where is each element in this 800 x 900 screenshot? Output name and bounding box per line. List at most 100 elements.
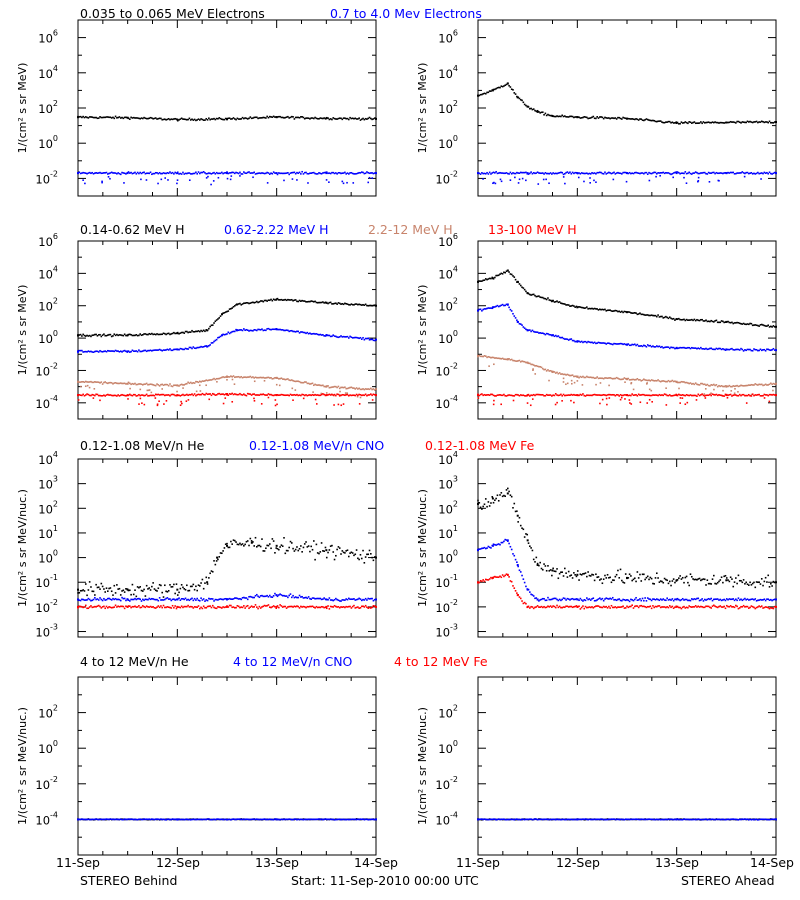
- data-point: [753, 172, 755, 175]
- data-point: [224, 393, 227, 395]
- data-point: [235, 597, 237, 599]
- data-point: [318, 552, 320, 555]
- data-point: [508, 542, 510, 545]
- data-point: [656, 605, 658, 608]
- data-point: [579, 375, 582, 378]
- data-point: [184, 605, 187, 608]
- data-point: [284, 552, 287, 555]
- data-point: [675, 347, 678, 350]
- data-point: [666, 346, 668, 348]
- data-point: [174, 592, 176, 595]
- data-point: [95, 583, 97, 586]
- data-point: [288, 605, 290, 608]
- data-point: [575, 171, 578, 174]
- data-point: [496, 543, 499, 546]
- data-point: [350, 551, 353, 554]
- data-point: [767, 598, 770, 601]
- data-point: [505, 539, 508, 541]
- data-point: [198, 330, 201, 333]
- data-point: [529, 404, 532, 407]
- data-point: [588, 172, 591, 175]
- data-point: [617, 343, 619, 345]
- data-point: [147, 117, 149, 120]
- data-point: [187, 394, 189, 397]
- data-point: [487, 579, 490, 581]
- data-point: [775, 325, 777, 328]
- y-tick-label: 100: [38, 739, 58, 756]
- x-axis-ticks: [477, 241, 777, 419]
- data-point: [620, 396, 623, 399]
- data-point: [720, 172, 723, 174]
- data-point: [250, 376, 253, 379]
- data-point: [521, 286, 523, 289]
- data-point: [770, 607, 772, 609]
- data-point: [320, 384, 323, 387]
- data-point: [608, 397, 611, 399]
- data-point: [309, 172, 311, 175]
- data-point: [248, 596, 250, 598]
- data-point: [116, 117, 118, 119]
- data-point: [101, 383, 104, 385]
- data-point: [175, 607, 178, 610]
- data-point: [82, 589, 84, 591]
- data-point: [740, 172, 742, 174]
- data-point: [202, 587, 205, 590]
- data-point: [758, 383, 760, 386]
- y-axis-label: 1/(cm² s sr MeV): [416, 285, 429, 376]
- data-point: [672, 122, 675, 124]
- data-point: [154, 393, 157, 396]
- data-point: [767, 348, 770, 351]
- data-point: [626, 172, 628, 174]
- data-point: [605, 173, 608, 175]
- data-point: [668, 316, 671, 319]
- data-point: [683, 381, 685, 383]
- data-point: [228, 332, 231, 335]
- data-point: [169, 383, 171, 385]
- data-point: [319, 301, 322, 304]
- data-point: [336, 548, 338, 551]
- data-point: [737, 385, 740, 388]
- data-point: [732, 585, 735, 588]
- y-tick-label: 100: [38, 549, 58, 566]
- data-point: [169, 171, 171, 173]
- data-point: [288, 117, 290, 119]
- data-point: [176, 384, 179, 387]
- data-point: [342, 117, 345, 119]
- data-point: [656, 345, 658, 347]
- data-point: [126, 394, 129, 397]
- data-point: [259, 376, 262, 379]
- data-point: [171, 598, 174, 601]
- data-point: [355, 172, 358, 175]
- data-point: [722, 599, 724, 601]
- data-point: [698, 319, 701, 322]
- data-point: [766, 121, 768, 123]
- data-point: [252, 606, 254, 608]
- data-point: [296, 380, 298, 382]
- data-point: [327, 385, 329, 387]
- data-point: [617, 598, 619, 601]
- data-point: [202, 119, 205, 121]
- data-point: [661, 380, 663, 382]
- data-point: [279, 299, 281, 301]
- data-point: [113, 172, 116, 174]
- data-point: [653, 380, 656, 382]
- data-point: [508, 271, 510, 273]
- data-point: [516, 281, 518, 283]
- data-point: [676, 347, 679, 350]
- data-point: [529, 395, 531, 397]
- data-point: [248, 302, 250, 305]
- data-point: [189, 605, 192, 608]
- data-point: [709, 121, 711, 124]
- data-point: [371, 606, 373, 609]
- data-point: [300, 381, 302, 384]
- data-point: [160, 393, 162, 396]
- data-point: [678, 387, 680, 390]
- data-point: [549, 334, 552, 336]
- data-point: [710, 394, 713, 397]
- data-point: [77, 605, 79, 608]
- y-axis-label: 1/(cm² s sr MeV): [16, 285, 29, 376]
- data-point: [766, 348, 768, 351]
- data-point: [315, 403, 318, 405]
- data-point: [539, 296, 541, 298]
- data-point: [496, 576, 499, 578]
